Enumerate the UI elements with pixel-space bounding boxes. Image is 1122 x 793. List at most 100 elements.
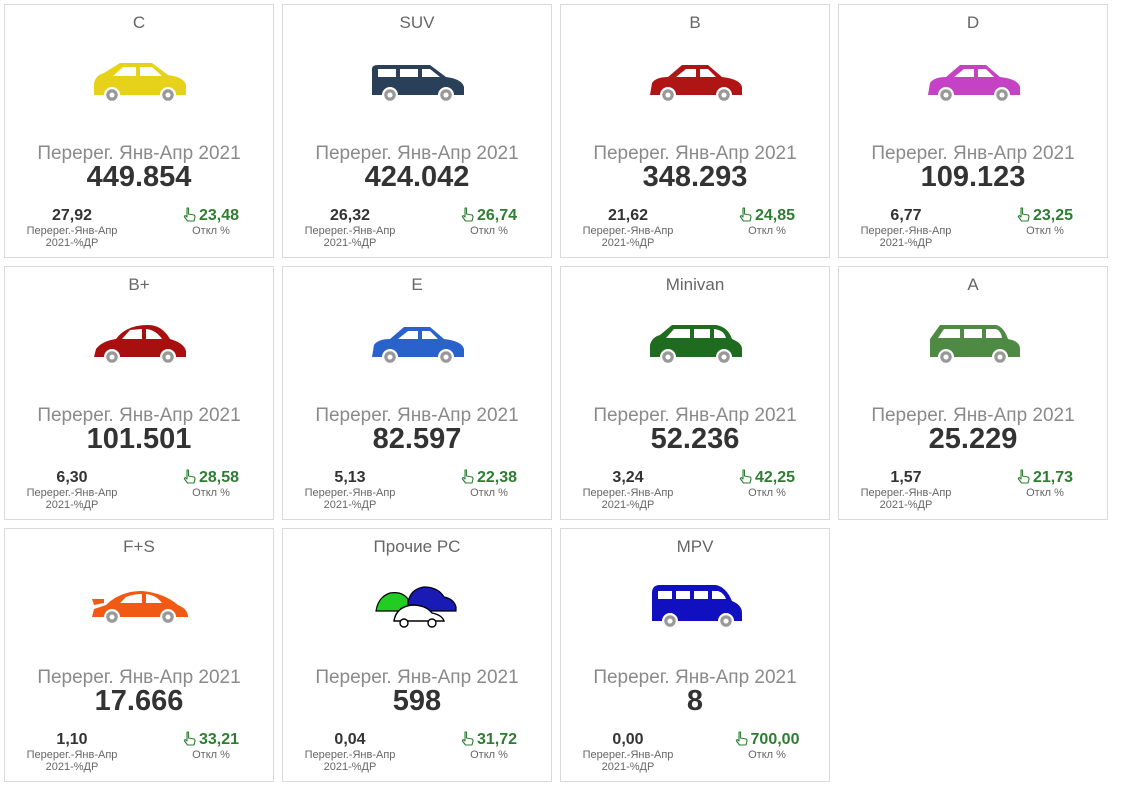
deviation-value: 23,48 [198,207,240,224]
pointing-hand-icon [461,469,477,486]
share-block: 1,57 Перерег.-Янв-Апр 2021-%ДР [851,469,961,511]
deviation-block: 24,85 Откл % [719,207,815,237]
deviation-block: 28,58 Откл % [163,469,259,499]
period-label: Перерег. Янв-Апр 2021 [315,405,519,426]
registrations-value: 17.666 [94,685,184,717]
period-label: Перерег. Янв-Апр 2021 [871,405,1075,426]
deviation-value: 31,72 [476,731,518,748]
share-block: 0,00 Перерег.-Янв-Апр 2021-%ДР [573,731,683,773]
pointing-hand-icon [739,207,755,224]
share-label: Перерег.-Янв-Апр 2021-%ДР [582,225,674,249]
share-label: Перерег.-Янв-Апр 2021-%ДР [304,487,396,511]
deviation-block: 26,74 Откл % [441,207,537,237]
share-value: 1,10 [56,731,88,748]
share-value: 6,77 [890,207,922,224]
deviation-label: Откл % [192,225,230,237]
deviation-block: 23,48 Откл % [163,207,259,237]
suv-car-icon [368,57,468,105]
deviation-value: 21,73 [1032,469,1074,486]
share-value: 26,32 [329,207,371,224]
pointing-hand-icon [739,469,755,486]
deviation-value: 33,21 [198,731,240,748]
share-label: Перерег.-Янв-Апр 2021-%ДР [582,749,674,773]
share-label: Перерег.-Янв-Апр 2021-%ДР [860,487,952,511]
deviation-block: 21,73 Откл % [997,469,1093,499]
deviation-label: Откл % [748,225,786,237]
pointing-hand-icon [461,207,477,224]
category-title: F+S [123,537,155,556]
share-label: Перерег.-Янв-Апр 2021-%ДР [582,487,674,511]
share-value: 1,57 [890,469,922,486]
registrations-value: 449.854 [86,161,192,193]
registrations-value: 109.123 [920,161,1026,193]
deviation-block: 42,25 Откл % [719,469,815,499]
deviation-value: 42,25 [754,469,796,486]
beetle-car-icon [90,319,190,367]
deviation-value: 26,74 [476,207,518,224]
category-card[interactable]: SUV Перерег. Янв-Апр 2021 424.042 26,32 … [282,4,552,258]
share-block: 1,10 Перерег.-Янв-Апр 2021-%ДР [17,731,127,773]
period-label: Перерег. Янв-Апр 2021 [593,143,797,164]
period-label: Перерег. Янв-Апр 2021 [593,405,797,426]
registrations-value: 348.293 [642,161,748,193]
share-value: 27,92 [51,207,93,224]
hatchback-car-icon [90,57,190,105]
category-card[interactable]: Прочие PC Перерег. Янв-Апр 2021 598 0,04… [282,528,552,782]
registrations-value: 424.042 [364,161,470,193]
deviation-label: Откл % [470,487,508,499]
registrations-value: 598 [392,685,442,717]
share-block: 3,24 Перерег.-Янв-Апр 2021-%ДР [573,469,683,511]
pointing-hand-icon [183,469,199,486]
period-label: Перерег. Янв-Апр 2021 [315,143,519,164]
share-value: 3,24 [612,469,644,486]
category-card[interactable]: C Перерег. Янв-Апр 2021 449.854 27,92 Пе… [4,4,274,258]
sedan-car-icon [646,57,746,105]
category-card[interactable]: MPV Перерег. Янв-Апр 2021 8 0,00 Перерег… [560,528,830,782]
category-title: B+ [128,275,150,294]
deviation-label: Откл % [470,749,508,761]
share-block: 26,32 Перерег.-Янв-Апр 2021-%ДР [295,207,405,249]
deviation-label: Откл % [1026,487,1064,499]
share-block: 0,04 Перерег.-Янв-Апр 2021-%ДР [295,731,405,773]
deviation-label: Откл % [192,749,230,761]
category-card[interactable]: E Перерег. Янв-Апр 2021 82.597 5,13 Пере… [282,266,552,520]
category-card[interactable]: B+ Перерег. Янв-Апр 2021 101.501 6,30 Пе… [4,266,274,520]
sports-car-icon [90,581,190,629]
deviation-value: 22,38 [476,469,518,486]
van-icon [646,581,746,629]
category-card[interactable]: Minivan Перерег. Янв-Апр 2021 52.236 3,2… [560,266,830,520]
share-block: 5,13 Перерег.-Янв-Апр 2021-%ДР [295,469,405,511]
pointing-hand-icon [735,731,751,748]
period-label: Перерег. Янв-Апр 2021 [37,405,241,426]
category-title: D [966,13,980,32]
deviation-label: Откл % [748,749,786,761]
share-block: 21,62 Перерег.-Янв-Апр 2021-%ДР [573,207,683,249]
share-block: 6,77 Перерег.-Янв-Апр 2021-%ДР [851,207,961,249]
deviation-value: 24,85 [754,207,796,224]
deviation-label: Откл % [470,225,508,237]
category-card[interactable]: D Перерег. Янв-Апр 2021 109.123 6,77 Пер… [838,4,1108,258]
deviation-block: 33,21 Откл % [163,731,259,761]
deviation-block: 23,25 Откл % [997,207,1093,237]
share-label: Перерег.-Янв-Апр 2021-%ДР [304,225,396,249]
category-card[interactable]: B Перерег. Янв-Апр 2021 348.293 21,62 Пе… [560,4,830,258]
category-title: A [967,275,979,294]
category-title: SUV [399,13,435,32]
deviation-value: 28,58 [198,469,240,486]
share-value: 0,00 [612,731,644,748]
deviation-block: 700,00 Откл % [719,731,815,761]
registrations-value: 82.597 [372,423,462,455]
multiple-cars-icon [368,581,468,629]
pointing-hand-icon [183,207,199,224]
registrations-value: 52.236 [650,423,740,455]
category-card[interactable]: A Перерег. Янв-Апр 2021 25.229 1,57 Пере… [838,266,1108,520]
registrations-value: 101.501 [86,423,192,455]
deviation-value: 23,25 [1032,207,1074,224]
share-value: 21,62 [607,207,649,224]
period-label: Перерег. Янв-Апр 2021 [37,143,241,164]
category-title: C [132,13,146,32]
share-block: 27,92 Перерег.-Янв-Апр 2021-%ДР [17,207,127,249]
deviation-block: 22,38 Откл % [441,469,537,499]
period-label: Перерег. Янв-Апр 2021 [37,667,241,688]
category-card[interactable]: F+S Перерег. Янв-Апр 2021 17.666 1,10 Пе… [4,528,274,782]
